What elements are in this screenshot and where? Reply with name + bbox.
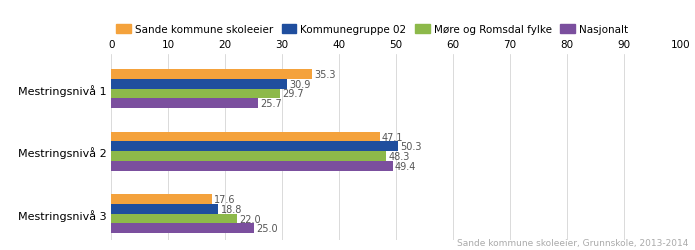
Bar <box>111 161 393 171</box>
Text: 49.4: 49.4 <box>395 161 416 171</box>
Text: 25.0: 25.0 <box>256 223 277 233</box>
Bar <box>111 99 258 108</box>
Bar <box>111 214 236 224</box>
Bar <box>111 224 254 233</box>
Bar <box>111 194 211 204</box>
Bar <box>111 142 398 152</box>
Text: 47.1: 47.1 <box>382 132 403 142</box>
Bar <box>111 132 379 142</box>
Text: 17.6: 17.6 <box>214 194 236 204</box>
Text: Sande kommune skoleeier, Grunnskole, 2013-2014: Sande kommune skoleeier, Grunnskole, 201… <box>457 238 688 248</box>
Text: 29.7: 29.7 <box>283 89 304 99</box>
Bar <box>111 152 386 161</box>
Bar <box>111 89 281 99</box>
Legend: Sande kommune skoleeier, Kommunegruppe 02, Møre og Romsdal fylke, Nasjonalt: Sande kommune skoleeier, Kommunegruppe 0… <box>116 25 628 35</box>
Bar <box>111 70 312 80</box>
Text: 50.3: 50.3 <box>400 142 422 152</box>
Text: 18.8: 18.8 <box>220 204 242 214</box>
Bar <box>111 80 287 89</box>
Text: 25.7: 25.7 <box>260 99 281 109</box>
Text: 22.0: 22.0 <box>239 214 261 224</box>
Text: 48.3: 48.3 <box>389 152 410 161</box>
Text: 35.3: 35.3 <box>315 70 336 80</box>
Text: 30.9: 30.9 <box>290 80 311 90</box>
Bar <box>111 204 218 214</box>
